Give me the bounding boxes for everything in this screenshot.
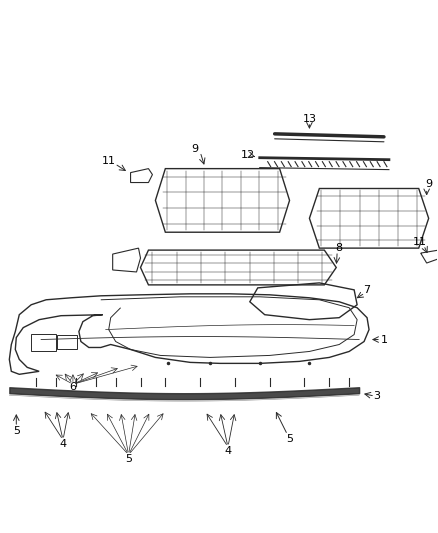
Text: 13: 13 [302, 114, 316, 124]
Text: 7: 7 [364, 285, 371, 295]
Text: 4: 4 [60, 439, 67, 449]
Text: 9: 9 [191, 144, 199, 154]
Text: 6: 6 [70, 382, 77, 392]
Text: 4: 4 [224, 446, 232, 456]
Bar [31, 334, 56, 351]
Text: 1: 1 [381, 335, 388, 344]
Text: 11: 11 [413, 237, 427, 247]
Bar [57, 335, 77, 350]
Text: 5: 5 [286, 434, 293, 444]
Text: 9: 9 [425, 179, 432, 189]
Text: 5: 5 [13, 426, 20, 436]
Text: 8: 8 [336, 243, 343, 253]
Text: 11: 11 [102, 156, 116, 166]
Text: 3: 3 [374, 391, 381, 401]
Text: 5: 5 [125, 454, 132, 464]
Text: 12: 12 [241, 150, 255, 160]
